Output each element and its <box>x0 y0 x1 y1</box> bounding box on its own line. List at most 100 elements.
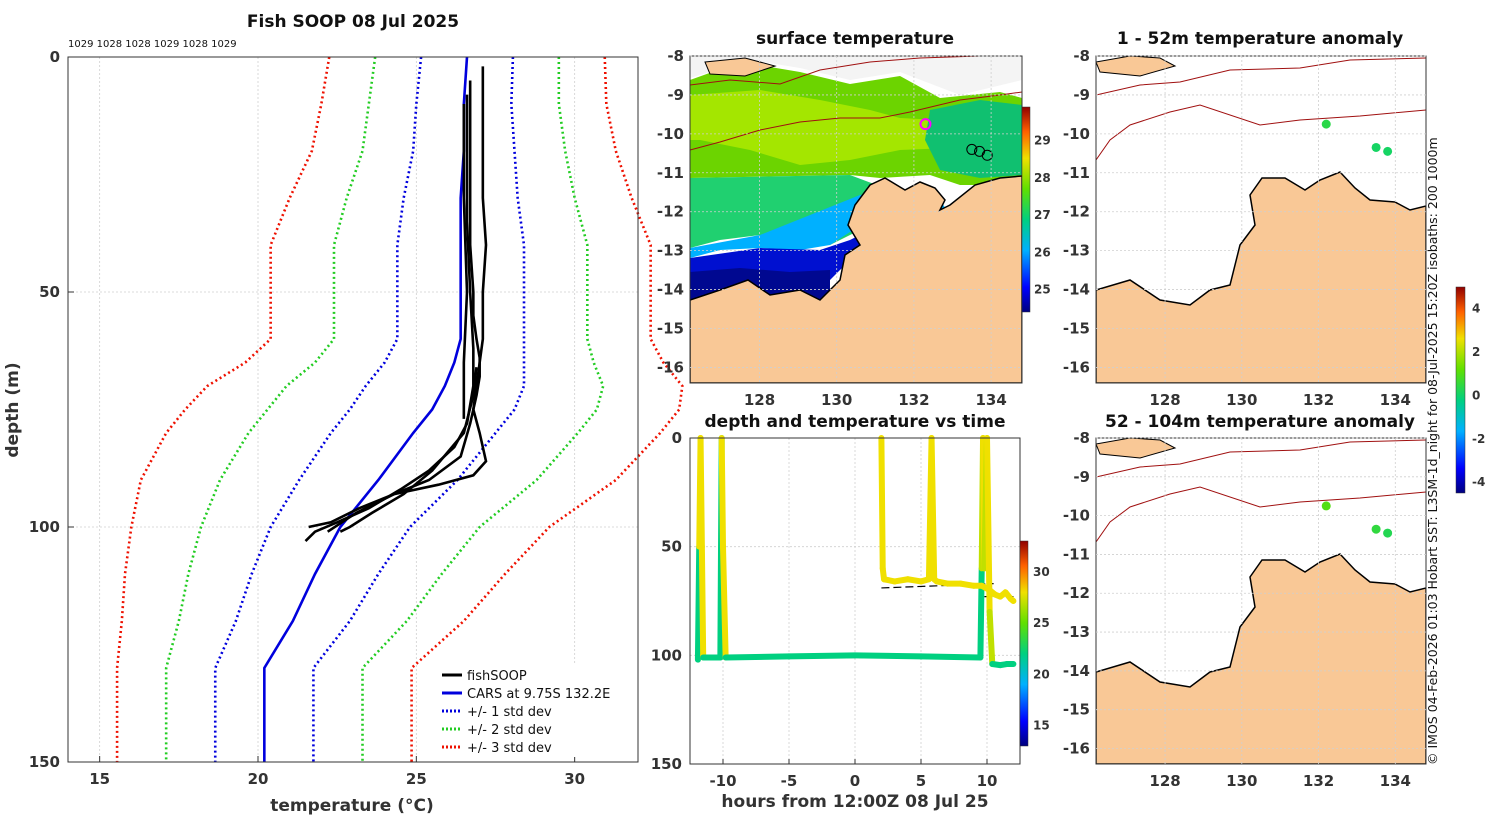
anomaly1-y-tick-label: -13 <box>1063 242 1090 260</box>
sst-y-tick-label: -16 <box>657 358 684 376</box>
anomaly1-point <box>1383 146 1393 156</box>
timeseries-segment <box>694 543 703 663</box>
profile-chart: Fish SOOP 08 Jul 2025 1029 1028 1028 102… <box>3 12 684 816</box>
profile-title: Fish SOOP 08 Jul 2025 <box>247 12 459 32</box>
anomaly-map-1: 1 - 52m temperature anomaly -8 -9 -10 -11 -1… <box>1063 29 1427 409</box>
sst-y-tick-label: -8 <box>667 47 684 65</box>
timeseries-segment <box>722 653 792 661</box>
timeseries-segment <box>786 652 858 660</box>
sst-y-tick-label: -13 <box>657 242 684 260</box>
timeseries-segment <box>918 653 984 661</box>
anomaly-map-2: 52 - 104m temperature anomaly -8 -9 -10 -11… <box>1063 412 1427 790</box>
profile-fish-series <box>326 80 481 533</box>
timeseries-segment <box>928 435 938 583</box>
credit-text: © IMOS 04-Feb-2026 01:03 Hobart SST: L3S… <box>1425 137 1440 765</box>
timeseries-segment <box>697 435 705 550</box>
timeseries-x-tick-label: -10 <box>709 772 736 790</box>
anomaly2-y-tick-label: -8 <box>1073 429 1090 447</box>
profile-cars-series <box>263 56 469 762</box>
timeseries-x-label: hours from 12:00Z 08 Jul 25 <box>721 792 988 812</box>
sst-east-cool-patch <box>925 100 1022 178</box>
sst-station-marker <box>919 118 932 131</box>
timeseries-colorbar-tick-label: 25 <box>1033 616 1050 630</box>
profile-fish-series <box>304 94 475 543</box>
sst-map: surface temperature -8-9-10-11-12-13-14-… <box>657 29 1051 409</box>
anomaly2-isobath-1000 <box>1096 439 1426 478</box>
profile-x-label: temperature (°C) <box>270 796 434 816</box>
sst-isobath-200 <box>690 91 1022 151</box>
sst-x-tick-label: 134 <box>975 391 1006 409</box>
anomaly1-x-tick-label: 128 <box>1149 391 1180 409</box>
sst-y-tick-label: -14 <box>657 281 684 299</box>
profile-axes-frame <box>67 56 639 763</box>
anomaly-colorbar <box>1455 286 1466 494</box>
anomaly-colorbar-ticks: 4 2 0 -2 -4 <box>1472 302 1485 489</box>
legend-fish: fishSOOP <box>467 669 527 684</box>
profile-std-lines <box>115 56 684 762</box>
sst-ticks: -8 -9 -10 -11 -12 -13 -14 -15 -16 128 130 132 134 <box>657 47 1022 409</box>
anomaly2-y-tick-label: -10 <box>1063 507 1090 525</box>
legend-box <box>433 663 609 757</box>
anomaly1-isobath-1000 <box>1096 57 1426 96</box>
timeseries-x-tick-label: -5 <box>781 772 798 790</box>
anomaly2-point <box>1383 528 1393 538</box>
timeseries-segment <box>986 608 996 668</box>
timeseries-grid <box>690 437 1020 765</box>
anomaly1-y-tick-label: -16 <box>1063 358 1090 376</box>
profile-legend: fishSOOP CARS at 9.75S 132.2E +/- 1 std … <box>433 663 610 757</box>
profile-y-tick-label: 100 <box>29 518 60 536</box>
timeseries-segment <box>720 543 729 661</box>
anomaly2-y-tick-label: -12 <box>1063 584 1090 602</box>
anomaly2-island <box>1096 438 1177 459</box>
profile-fish-lines <box>304 66 488 543</box>
sst-station-marker <box>981 149 993 161</box>
sst-y-tick-label: -15 <box>657 320 684 338</box>
profile-top-labels: 1029 1028 1028 1029 1028 1029 <box>68 39 237 50</box>
profile-cars-line <box>263 56 469 762</box>
timeseries-data <box>694 435 1017 669</box>
profile-std1-line <box>312 56 526 762</box>
timeseries-y-tick-label: 100 <box>651 646 682 664</box>
timeseries-segment <box>718 435 726 550</box>
anomaly2-point <box>1371 524 1381 534</box>
profile-y-tick-label: 150 <box>29 753 60 771</box>
sst-y-tick-label: -11 <box>657 164 684 182</box>
profile-x-tick-label: 20 <box>248 770 269 788</box>
anomaly1-island <box>1096 56 1177 77</box>
sst-colorbar <box>1021 106 1031 313</box>
sst-island <box>704 57 777 77</box>
legend-std2: +/- 2 std dev <box>467 723 552 738</box>
sst-y-tick-label: -9 <box>667 86 684 104</box>
profile-grid <box>68 56 638 763</box>
profile-y-tick-label: 50 <box>39 283 60 301</box>
profile-fish-series <box>462 104 469 419</box>
anomaly1-y-tick-label: -14 <box>1063 281 1090 299</box>
timeseries-segment <box>984 435 993 615</box>
profile-std1-line <box>213 56 423 762</box>
sst-isobath-1000 <box>690 56 981 86</box>
profile-y-tick-label: 0 <box>50 48 60 66</box>
timeseries-bottom-line <box>881 583 994 589</box>
anomaly1-land <box>1096 171 1426 383</box>
anomaly2-y-tick-label: -13 <box>1063 623 1090 641</box>
sst-colorbar-tick-label: 25 <box>1034 283 1051 297</box>
sst-land <box>690 175 1022 383</box>
anomaly2-y-tick-label: -15 <box>1063 701 1090 719</box>
timeseries-y-tick-label: 0 <box>672 429 682 447</box>
anomaly1-y-tick-label: -15 <box>1063 320 1090 338</box>
anomaly2-y-tick-label: -11 <box>1063 545 1090 563</box>
anomaly-colorbar-tick-label: -4 <box>1472 475 1485 489</box>
anomaly2-land <box>1096 553 1426 764</box>
sst-colorbar-ticks: 25 26 27 28 29 <box>1034 134 1051 297</box>
profile-x-tick-label: 30 <box>564 770 585 788</box>
timeseries-y-tick-label: 50 <box>661 538 682 556</box>
profile-y-ticks: 0 50 100 150 <box>29 48 74 771</box>
timeseries-segment <box>698 543 707 661</box>
anomaly2-x-tick-label: 132 <box>1303 772 1334 790</box>
anomaly1-x-tick-label: 130 <box>1226 391 1257 409</box>
sst-station-marker <box>966 143 978 155</box>
profile-y-label: depth (m) <box>3 362 23 457</box>
sst-colorbar-tick-label: 28 <box>1034 171 1051 185</box>
profile-x-ticks: 15 20 25 30 <box>89 756 585 788</box>
